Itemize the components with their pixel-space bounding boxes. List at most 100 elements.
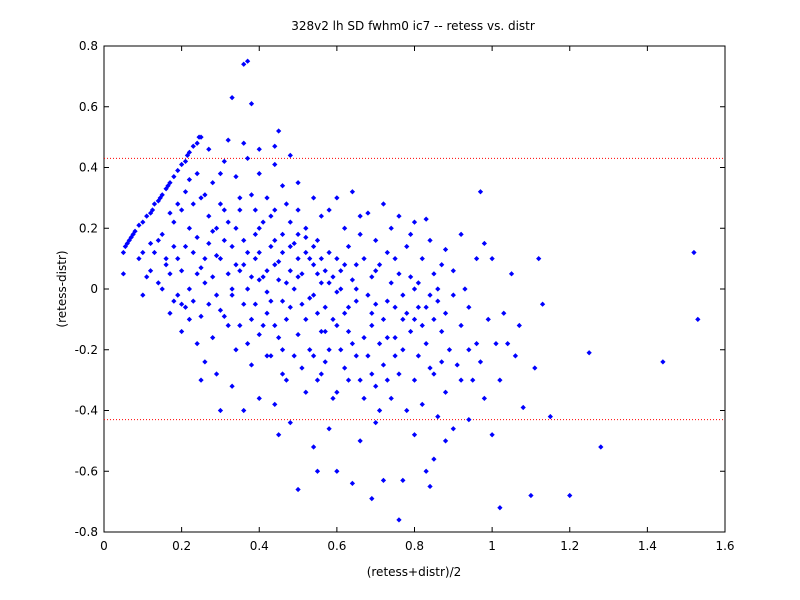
data-point — [303, 225, 309, 231]
data-point — [233, 262, 239, 268]
data-point — [380, 477, 387, 483]
data-point — [411, 286, 418, 292]
data-point — [241, 237, 247, 244]
data-point — [272, 237, 278, 244]
data-point — [303, 249, 309, 256]
data-point — [369, 371, 375, 377]
data-point — [388, 225, 394, 231]
data-point — [229, 286, 235, 292]
data-point — [307, 256, 313, 262]
y-tick-label: -0.8 — [75, 525, 98, 539]
data-point — [442, 438, 449, 444]
y-tick-label: 0.6 — [79, 100, 98, 114]
data-point — [318, 256, 324, 262]
data-point — [388, 280, 394, 286]
data-point — [512, 353, 519, 359]
data-point — [423, 341, 429, 347]
data-point — [221, 313, 227, 319]
data-point — [567, 492, 573, 499]
data-point — [260, 274, 266, 280]
data-point — [260, 322, 266, 329]
data-point — [334, 195, 340, 201]
data-point — [404, 243, 410, 250]
data-point — [310, 262, 317, 268]
data-point — [167, 310, 173, 316]
y-tick-label: 0.2 — [79, 221, 98, 235]
data-point — [547, 413, 553, 420]
data-point — [159, 286, 165, 292]
x-tick-label: 0.2 — [172, 539, 191, 553]
data-point — [252, 207, 258, 213]
data-point — [326, 347, 332, 353]
data-point — [159, 192, 165, 198]
data-point — [407, 231, 414, 237]
data-point — [303, 389, 309, 395]
data-point — [334, 468, 340, 474]
data-point — [439, 262, 445, 268]
data-point — [206, 301, 212, 307]
data-point — [373, 268, 379, 274]
data-point — [268, 213, 274, 219]
data-point — [404, 310, 410, 316]
data-point — [190, 249, 196, 256]
data-point — [427, 237, 433, 244]
data-point — [299, 271, 305, 277]
data-point — [435, 298, 441, 304]
y-tick-label: -0.2 — [75, 343, 98, 357]
data-point — [276, 259, 282, 265]
data-point — [272, 322, 278, 329]
data-point — [345, 328, 352, 335]
data-point — [427, 483, 433, 490]
data-point — [248, 362, 255, 368]
data-point — [365, 292, 371, 298]
data-point — [380, 362, 387, 368]
data-point — [330, 316, 336, 322]
data-point — [287, 219, 293, 225]
data-point — [411, 316, 418, 322]
data-point — [334, 322, 340, 329]
data-point — [481, 240, 487, 247]
y-tick-label: -0.6 — [75, 464, 98, 478]
data-point — [365, 353, 371, 359]
data-point — [295, 331, 301, 338]
data-point — [159, 231, 165, 237]
data-point — [361, 395, 367, 401]
data-point — [244, 286, 251, 292]
data-point — [182, 189, 189, 195]
data-point — [198, 377, 204, 383]
data-point — [256, 249, 262, 256]
data-point — [330, 395, 336, 401]
data-point — [326, 426, 332, 432]
data-point — [295, 207, 301, 213]
data-point — [349, 277, 356, 283]
data-point — [392, 256, 398, 262]
data-point — [458, 322, 464, 329]
data-point — [330, 274, 336, 280]
data-point — [144, 213, 150, 219]
data-point — [248, 101, 255, 107]
data-point — [237, 195, 243, 201]
data-point — [439, 359, 445, 365]
data-point — [287, 243, 293, 250]
data-point — [244, 58, 251, 64]
data-point — [140, 292, 146, 298]
data-point — [310, 292, 317, 298]
data-point — [167, 210, 173, 216]
data-point — [225, 271, 231, 277]
data-point — [179, 161, 185, 168]
data-point — [466, 416, 472, 423]
data-point — [147, 240, 154, 247]
data-point — [353, 286, 359, 292]
data-point — [175, 167, 181, 174]
data-point — [450, 268, 456, 274]
chart-title: 328v2 lh SD fwhm0 ic7 -- retess vs. dist… — [291, 19, 535, 33]
data-point — [299, 301, 305, 307]
data-point — [186, 177, 193, 183]
data-point — [392, 334, 398, 341]
data-point — [353, 262, 359, 268]
data-point — [276, 334, 282, 341]
data-point — [373, 420, 379, 426]
data-point — [229, 383, 235, 389]
data-point — [466, 304, 472, 310]
data-point — [233, 225, 239, 231]
